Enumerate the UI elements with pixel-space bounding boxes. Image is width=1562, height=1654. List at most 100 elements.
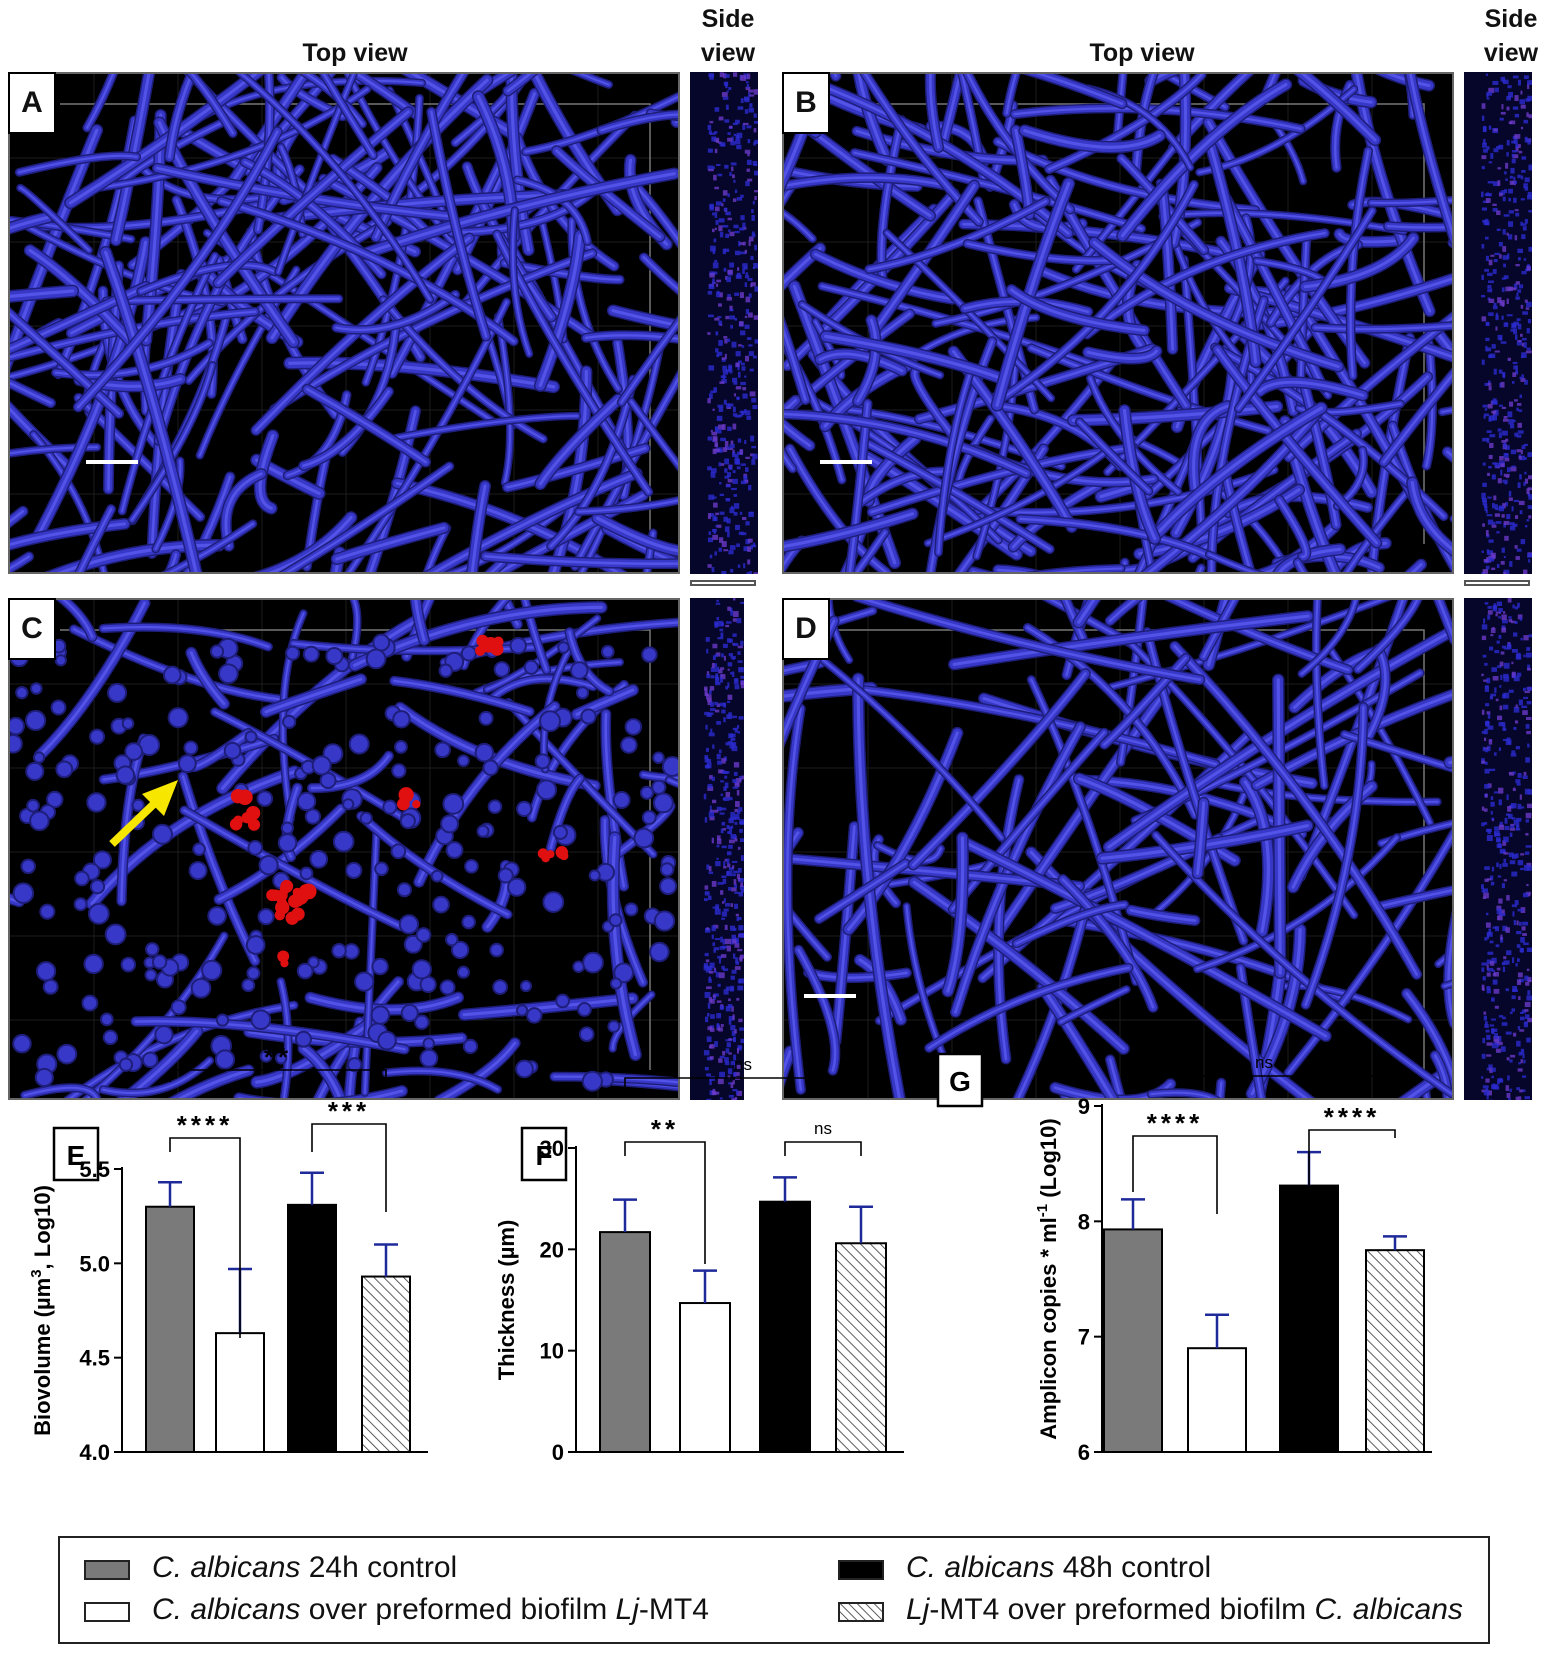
side-voxel — [1498, 432, 1502, 439]
hypha-highlight — [1298, 402, 1402, 414]
yeast-cell — [515, 1004, 529, 1017]
side-voxel — [732, 1014, 735, 1020]
side-voxel — [1513, 632, 1518, 637]
side-voxel — [1490, 254, 1495, 257]
side-voxel — [738, 807, 743, 812]
y-label-part: Biovolume (µm — [30, 1278, 55, 1436]
side-voxel — [1517, 614, 1523, 620]
hypha-highlight — [1304, 705, 1365, 1006]
yeast-cell — [342, 798, 355, 811]
side-voxel — [746, 415, 752, 420]
side-voxel — [1508, 616, 1512, 619]
side-voxel — [733, 879, 737, 885]
side-voxel — [723, 655, 726, 661]
side-voxel — [1511, 904, 1518, 908]
side-voxel — [1515, 146, 1519, 152]
side-voxel — [737, 106, 744, 110]
side-voxel — [719, 381, 725, 384]
side-voxel — [1526, 976, 1532, 982]
side-voxel — [725, 903, 730, 907]
side-voxel — [733, 678, 739, 685]
side-voxel — [1498, 1077, 1503, 1082]
hypha-highlight — [1275, 124, 1304, 183]
bacteria-cluster — [280, 959, 289, 968]
side-voxel — [1495, 1084, 1499, 1090]
bacteria-cluster — [292, 891, 303, 902]
side-voxel — [707, 290, 713, 295]
side-voxel — [1511, 854, 1517, 859]
yeast-cell — [509, 636, 527, 655]
bacteria-cluster — [546, 850, 555, 859]
side-voxel — [1527, 743, 1530, 748]
side-voxel — [1509, 1011, 1513, 1015]
side-voxel — [1515, 212, 1520, 217]
side-voxel — [725, 275, 728, 280]
hypha-highlight — [1107, 629, 1452, 849]
side-voxel — [1498, 505, 1505, 512]
hypha-highlight — [848, 402, 869, 572]
side-voxel — [1528, 475, 1532, 480]
hypha-highlight — [168, 553, 178, 572]
yeast-cell — [214, 1049, 236, 1070]
side-voxel — [1523, 771, 1527, 776]
hypha-highlight — [1448, 760, 1452, 765]
side-voxel — [1488, 928, 1492, 935]
side-voxel — [1504, 647, 1510, 650]
side-voxel — [722, 968, 729, 971]
hypha-highlight — [818, 352, 904, 373]
side-voxel — [714, 938, 721, 941]
yeast-cell — [10, 734, 23, 754]
hypha-highlight — [1151, 406, 1323, 540]
side-voxel — [1485, 1029, 1490, 1033]
hypha-highlight — [430, 110, 488, 338]
yeast-cell — [460, 645, 477, 662]
side-voxel — [720, 890, 724, 895]
side-voxel — [1497, 180, 1501, 186]
side-voxel — [1500, 934, 1503, 941]
side-voxel — [1501, 315, 1504, 320]
side-voxel — [1508, 121, 1513, 125]
panel-label-text: F — [535, 1140, 552, 1171]
side-voxel — [1490, 1018, 1496, 1021]
side-voxel — [750, 282, 756, 287]
side-voxel — [1521, 926, 1526, 931]
side-voxel — [1481, 359, 1485, 365]
side-voxel — [728, 826, 732, 830]
yeast-cell — [487, 799, 503, 815]
hypha-highlight — [1405, 992, 1452, 1079]
side-voxel — [737, 867, 742, 873]
hypha-highlight — [19, 187, 90, 252]
hypha-highlight — [784, 183, 795, 201]
side-voxel — [1487, 951, 1494, 955]
side-voxel — [1487, 783, 1492, 788]
side-voxel — [732, 377, 738, 383]
side-voxel — [1485, 828, 1492, 833]
side-voxel — [734, 292, 739, 296]
legend-label-lj-over: Lj-MT4 over preformed biofilm C. albican… — [906, 1592, 1463, 1628]
panel-b-side-view-label: Side view — [1473, 2, 1549, 70]
yeast-cell — [296, 962, 314, 980]
side-voxel — [708, 73, 715, 77]
side-voxel — [1511, 506, 1514, 512]
side-voxel — [747, 73, 751, 80]
side-voxel — [1492, 554, 1496, 560]
side-voxel — [1502, 966, 1506, 973]
side-voxel — [718, 972, 725, 979]
legend-swatch-lj-over — [838, 1602, 884, 1622]
side-voxel — [1523, 1021, 1528, 1028]
side-voxel — [716, 616, 720, 621]
yeast-cell — [382, 799, 398, 815]
side-voxel — [1506, 960, 1510, 965]
yeast-cell — [422, 1037, 435, 1050]
side-voxel — [742, 268, 745, 274]
side-voxel — [724, 164, 729, 169]
side-voxel — [715, 348, 719, 353]
side-voxel — [1505, 988, 1510, 992]
hypha-highlight — [168, 74, 194, 159]
yeast-cell — [102, 1029, 119, 1046]
side-voxel — [1498, 193, 1503, 197]
side-voxel — [706, 694, 712, 700]
side-voxel — [1519, 455, 1526, 461]
side-voxel — [1493, 495, 1497, 501]
hypha-highlight — [814, 252, 954, 301]
